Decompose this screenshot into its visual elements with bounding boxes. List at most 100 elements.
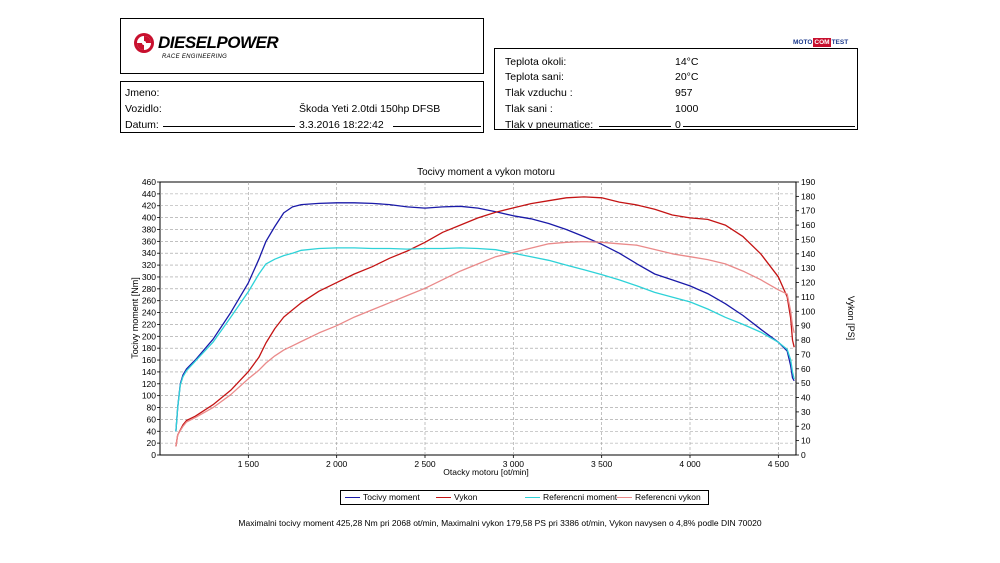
left-tick-label: 100 [142, 391, 156, 401]
right-tick-label: 40 [801, 393, 811, 403]
cond-label-tire-pressure: Tlak v pneumatice: [505, 119, 594, 131]
brand-name: DIESELPOWER [158, 33, 279, 52]
left-tick-label: 420 [142, 201, 156, 211]
cond-value-intake-temp: 20°C [675, 71, 699, 83]
right-tick-label: 90 [801, 321, 811, 331]
legend-item-torque: Tocivy moment [345, 491, 420, 504]
x-tick-label: 2 500 [414, 459, 436, 469]
brand-tagline: RACE ENGINEERING [162, 54, 228, 60]
date-leader-line [163, 126, 295, 127]
cond-value-tire-pressure: 0 [675, 119, 681, 131]
left-tick-label: 460 [142, 177, 156, 187]
left-tick-label: 60 [147, 414, 157, 424]
grid-lines [160, 182, 796, 455]
cond-label-intake-pressure: Tlak sani : [505, 103, 553, 115]
legend-swatch-ref-power [617, 497, 632, 499]
legend-swatch-power [436, 497, 451, 499]
right-tick-label: 70 [801, 349, 811, 359]
series-line-referencni-vykon [175, 240, 795, 447]
legend-label-ref-power: Referencni vykon [635, 492, 701, 502]
left-tick-label: 380 [142, 224, 156, 234]
vehicle-info-panel: Jmeno: Vozidlo: Škoda Yeti 2.0tdi 150hp … [120, 81, 484, 133]
legend-item-power: Vykon [436, 491, 477, 504]
plot-area [159, 181, 797, 456]
tire-trailing-line [683, 126, 855, 127]
x-axis-ticks: 1 500 2 000 2 500 3 000 3 500 4 000 4 500 [238, 455, 790, 469]
left-tick-label: 80 [147, 403, 157, 413]
cond-value-air-pressure: 957 [675, 87, 693, 99]
right-tick-label: 20 [801, 421, 811, 431]
info-value-vehicle: Škoda Yeti 2.0tdi 150hp DFSB [299, 103, 441, 115]
x-tick-label: 4 500 [768, 459, 790, 469]
x-tick-label: 2 000 [326, 459, 348, 469]
y-axis-right-label: Vykon [PS] [846, 296, 856, 340]
right-tick-label: 130 [801, 263, 815, 273]
info-label-date: Datum: [125, 119, 159, 131]
brand-header: DIESELPOWER RACE ENGINEERING [120, 18, 484, 74]
right-tick-label: 160 [801, 220, 815, 230]
x-tick-label: 3 500 [591, 459, 613, 469]
y-axis-left-label: Tocivy moment [Nm] [130, 277, 140, 359]
left-tick-label: 220 [142, 319, 156, 329]
cond-label-ambient-temp: Teplota okoli: [505, 56, 567, 68]
info-label-name: Jmeno: [125, 87, 160, 99]
series-line-vykon [175, 196, 795, 447]
cond-value-intake-pressure: 1000 [675, 103, 699, 115]
legend-label-ref-torque: Referencni moment [543, 492, 618, 502]
left-tick-label: 340 [142, 248, 156, 258]
left-tick-label: 440 [142, 189, 156, 199]
series-line-referencni-moment [175, 247, 795, 432]
legend-label-torque: Tocivy moment [363, 492, 420, 502]
series-line-tocivy-moment [175, 202, 795, 432]
motocomtest-badge: MOTO COM TEST [792, 38, 849, 47]
tire-leader-line [599, 126, 671, 127]
right-tick-label: 190 [801, 177, 815, 187]
badge-part-3: TEST [831, 39, 849, 46]
right-tick-label: 50 [801, 378, 811, 388]
left-tick-label: 200 [142, 331, 156, 341]
left-tick-label: 240 [142, 308, 156, 318]
left-tick-label: 400 [142, 213, 156, 223]
left-tick-label: 180 [142, 343, 156, 353]
right-tick-label: 60 [801, 364, 811, 374]
x-tick-label: 4 000 [679, 459, 701, 469]
cond-value-ambient-temp: 14°C [675, 56, 699, 68]
right-tick-label: 100 [801, 306, 815, 316]
right-tick-label: 120 [801, 278, 815, 288]
right-tick-label: 10 [801, 436, 811, 446]
right-tick-label: 80 [801, 335, 811, 345]
left-tick-label: 260 [142, 296, 156, 306]
max-values-summary: Maximalni tocivy moment 425,28 Nm pri 20… [238, 518, 762, 528]
turbo-logo-icon [134, 33, 154, 53]
left-tick-label: 140 [142, 367, 156, 377]
conditions-panel: Teplota okoli: 14°C Teplota sani: 20°C T… [494, 48, 858, 131]
legend-item-ref-torque: Referencni moment [525, 491, 617, 504]
cond-label-intake-temp: Teplota sani: [505, 71, 564, 83]
right-tick-label: 150 [801, 234, 815, 244]
left-tick-label: 120 [142, 379, 156, 389]
left-tick-label: 320 [142, 260, 156, 270]
left-tick-label: 40 [147, 426, 157, 436]
right-tick-label: 110 [801, 292, 815, 302]
dyno-chart: Tocivy moment a vykon motoru 02040608010… [130, 167, 856, 477]
right-tick-label: 0 [801, 450, 806, 460]
legend-swatch-torque [345, 497, 360, 499]
legend-swatch-ref-torque [525, 497, 540, 499]
right-tick-label: 140 [801, 249, 815, 259]
left-tick-label: 360 [142, 236, 156, 246]
x-tick-label: 3 000 [503, 459, 525, 469]
info-label-vehicle: Vozidlo: [125, 103, 162, 115]
left-tick-label: 160 [142, 355, 156, 365]
chart-legend: Tocivy moment Vykon Referencni moment Re… [340, 490, 709, 505]
legend-item-ref-power: Referencni vykon [617, 491, 701, 504]
left-tick-label: 300 [142, 272, 156, 282]
right-tick-label: 180 [801, 191, 815, 201]
x-tick-label: 1 500 [238, 459, 260, 469]
info-value-date: 3.3.2016 18:22:42 [299, 119, 384, 131]
right-tick-label: 30 [801, 407, 811, 417]
right-tick-label: 170 [801, 206, 815, 216]
right-axis-ticks: 0 10 20 30 40 50 60 70 80 90 100 110 120 130 140 150 160… [796, 177, 815, 460]
cond-label-air-pressure: Tlak vzduchu : [505, 87, 573, 99]
series-layer [175, 196, 795, 447]
